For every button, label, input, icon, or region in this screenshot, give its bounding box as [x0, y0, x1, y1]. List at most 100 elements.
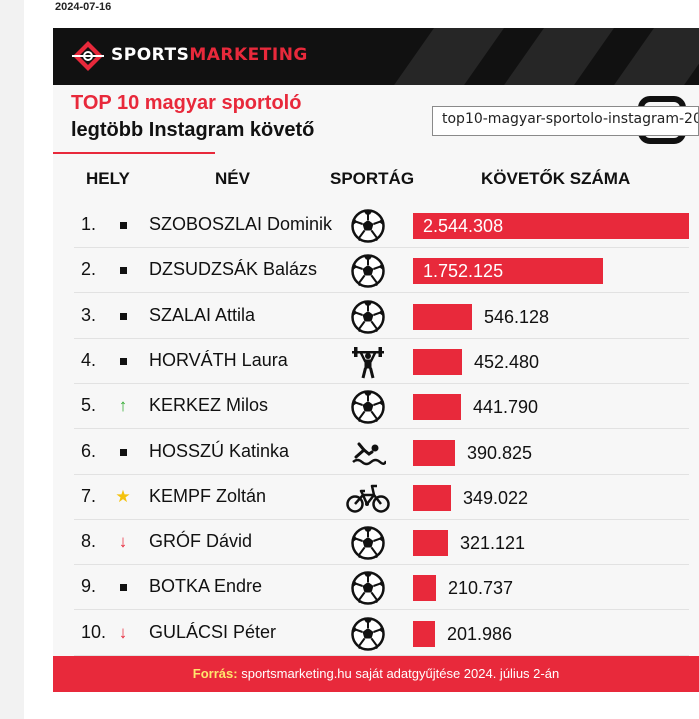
brand-wordmark-part2: MARKETING [189, 45, 308, 65]
follower-bar [413, 484, 451, 511]
post-date: 2024-07-16 [55, 1, 112, 13]
row-divider [74, 382, 689, 384]
athlete-name: KEMPF Zoltán [149, 485, 267, 506]
athlete-name: HOSSZÚ Katinka [149, 440, 290, 461]
rank-number: 2. [81, 259, 97, 280]
follower-count: 546.128 [484, 306, 550, 327]
image-filename-tooltip: top10-magyar-sportolo-instagram-2024 [432, 106, 699, 136]
table-row: 3. SZALAI Attila 546.128 [53, 294, 699, 339]
soccer-ball-icon [350, 208, 386, 244]
brand-banner: SPORTSMARKETING [53, 28, 699, 85]
follower-bar [413, 575, 436, 602]
row-divider [74, 518, 689, 520]
row-divider [74, 337, 689, 339]
brand-wordmark-part1: SPORTS [111, 45, 190, 65]
table-row: 4. HORVÁTH Laura 452.480 [53, 339, 699, 384]
page-left-rail [0, 0, 24, 719]
row-divider [74, 247, 689, 248]
row-divider [74, 564, 689, 566]
brand-wordmark: SPORTSMARKETING [111, 45, 308, 65]
header-sport: SPORTÁG [330, 169, 415, 188]
row-divider [74, 654, 689, 656]
table-row: 1. SZOBOSZLAI Dominik 2.544.308 [53, 203, 699, 248]
unchanged-square-icon [115, 351, 131, 371]
row-divider [74, 292, 689, 294]
weightlifter-icon [350, 344, 386, 380]
banner-stripe [604, 28, 699, 85]
infographic-card: SPORTSMARKETING TOP 10 magyar sportoló l… [53, 28, 699, 692]
athlete-name: SZOBOSZLAI Dominik [149, 214, 333, 234]
athlete-name: HORVÁTH Laura [149, 349, 288, 370]
table-row: 5. ↑ KERKEZ Milos 441.790 [53, 384, 699, 430]
follower-bar [413, 530, 448, 557]
arrow-down-icon: ↓ [118, 622, 128, 642]
athlete-name: BOTKA Endre [149, 576, 263, 597]
banner-stripe [384, 28, 512, 85]
header-followers: KÖVETŐK SZÁMA [481, 169, 631, 188]
follower-bar [413, 620, 435, 647]
row-divider [74, 428, 689, 430]
soccer-ball-icon [350, 616, 386, 652]
unchanged-square-icon [115, 306, 131, 326]
rank-number: 6. [81, 440, 97, 461]
arrow-down-icon: ↓ [118, 532, 128, 552]
source-text: sportsmarketing.hu saját adatgyűjtése 20… [241, 666, 560, 681]
follower-count: 321.121 [460, 533, 526, 554]
follower-bar [413, 348, 462, 375]
table-row: 10. ↓ GULÁCSI Péter 201.986 [53, 611, 699, 656]
follower-bar [413, 303, 472, 330]
table-row: 9. BOTKA Endre 210.737 [53, 565, 699, 611]
athlete-name: GRÓF Dávid [149, 531, 253, 552]
follower-count: 441.790 [473, 397, 539, 418]
banner-stripe [494, 28, 622, 85]
athlete-name: KERKEZ Milos [149, 395, 269, 416]
follower-count: 201.986 [447, 623, 513, 644]
chart-title-line1: TOP 10 magyar sportoló [71, 92, 302, 114]
source-label: Forrás: [192, 666, 238, 681]
unchanged-square-icon [115, 260, 131, 280]
source-footer: Forrás: sportsmarketing.hu saját adatgyű… [53, 656, 699, 692]
follower-count: 349.022 [463, 487, 529, 508]
soccer-ball-icon [350, 253, 386, 289]
table-row: 2. DZSUDZSÁK Balázs 1.752.125 [53, 248, 699, 294]
athlete-name: SZALAI Attila [149, 304, 256, 325]
swimmer-icon [350, 435, 388, 471]
follower-count: 390.825 [467, 442, 533, 463]
follower-bar [413, 439, 455, 466]
soccer-ball-icon [350, 570, 386, 606]
rank-number: 4. [81, 349, 97, 370]
rank-number: 8. [81, 531, 97, 552]
unchanged-square-icon [115, 577, 131, 597]
soccer-ball-icon [350, 525, 386, 561]
follower-count: 452.480 [474, 351, 540, 372]
athlete-name: DZSUDZSÁK Balázs [149, 259, 318, 280]
rank-number: 10. [81, 621, 107, 642]
table-row: 8. ↓ GRÓF Dávid 321.121 [53, 520, 699, 566]
unchanged-square-icon [115, 442, 131, 462]
unchanged-square-icon [115, 215, 131, 235]
header-name: NÉV [215, 169, 250, 188]
arrow-up-icon: ↑ [118, 396, 128, 416]
follower-count: 1.752.125 [423, 261, 504, 282]
follower-bar [413, 213, 689, 239]
rank-number: 7. [81, 485, 97, 506]
athlete-name: GULÁCSI Péter [149, 621, 277, 642]
header-rank: HELY [86, 169, 130, 188]
soccer-ball-icon [350, 299, 386, 335]
rank-number: 9. [81, 576, 97, 597]
table-row: 6. HOSSZÚ Katinka 390.825 [53, 430, 699, 475]
rank-number: 3. [81, 304, 97, 325]
rank-number: 1. [81, 214, 97, 234]
sportsmarketing-logo-icon [72, 41, 104, 71]
table-row: 7. ★ KEMPF Zoltán 349.022 [53, 475, 699, 520]
follower-bar [413, 258, 603, 285]
title-underline [53, 152, 215, 154]
bmx-bike-icon [346, 480, 390, 516]
chart-title-line2: legtöbb Instagram követő [71, 119, 315, 141]
new-entry-star-icon: ★ [115, 486, 131, 506]
soccer-ball-icon [350, 389, 386, 425]
follower-count: 2.544.308 [423, 216, 504, 236]
rank-number: 5. [81, 395, 97, 416]
row-divider [74, 609, 689, 611]
row-divider [74, 473, 689, 475]
